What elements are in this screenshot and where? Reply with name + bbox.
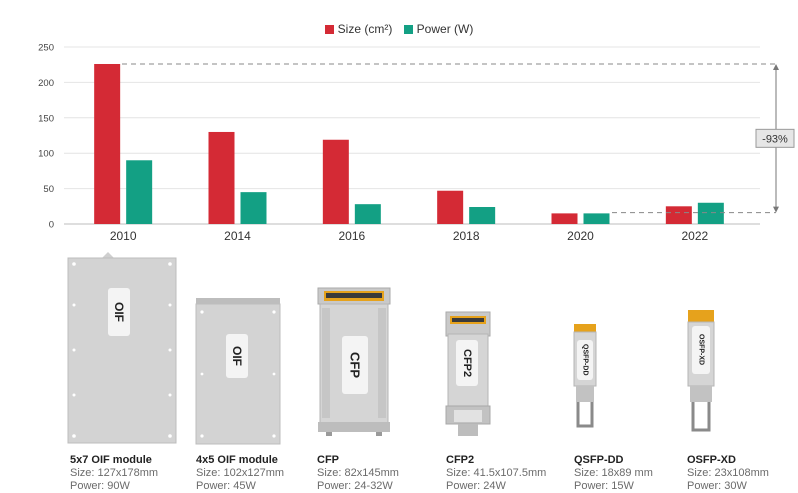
module-size: Size: 102x127mm <box>196 467 285 479</box>
module-name: OSFP-XD <box>687 454 736 466</box>
cfp-module-image <box>317 287 391 436</box>
module-size: Size: 82x145mm <box>317 467 399 479</box>
module-name: CFP2 <box>446 454 475 466</box>
legend-label-power: Power (W) <box>416 22 474 36</box>
module-size: Size: 127x178mm <box>70 467 159 479</box>
bar-power <box>469 207 496 224</box>
chart-legend: Size (cm²) Power (W) <box>0 22 798 37</box>
y-tick-label: 150 <box>38 113 54 124</box>
bar-power <box>697 202 724 224</box>
module-caption: OSFP-XD Size: 23x108mm Power: 30W <box>687 454 769 493</box>
bar-power <box>126 160 153 224</box>
module-tag: QSFP-DD <box>577 340 593 380</box>
bar-size <box>437 190 464 224</box>
module-name: CFP <box>317 454 339 466</box>
module-power: Power: 15W <box>574 480 634 492</box>
module-power: Power: 45W <box>196 480 256 492</box>
module-power: Power: 30W <box>687 480 747 492</box>
module-name: 4x5 OIF module <box>196 454 278 466</box>
module-caption: QSFP-DD Size: 18x89 mm Power: 15W <box>574 454 653 493</box>
module-power: Power: 24-32W <box>317 480 393 492</box>
bar-size <box>551 213 578 224</box>
x-tick-label: 2016 <box>338 229 365 243</box>
module-size: Size: 18x89 mm <box>574 467 653 479</box>
module-gallery: OIF OIF CFP CFP2 <box>0 248 798 492</box>
legend-label-size: Size (cm²) <box>337 22 393 36</box>
module-tag: OSFP-XD <box>692 326 710 374</box>
module-caption: 4x5 OIF module Size: 102x127mm Power: 45… <box>196 454 284 493</box>
module-size: Size: 41.5x107.5mm <box>446 467 547 479</box>
bar-size <box>94 63 121 224</box>
module-power: Power: 90W <box>70 480 130 492</box>
bar-power <box>583 213 610 224</box>
y-tick-label: 250 <box>38 43 54 54</box>
module-caption: 5x7 OIF module Size: 127x178mm Power: 90… <box>70 454 158 493</box>
reduction-arrow-head-top <box>773 63 779 70</box>
x-tick-label: 2020 <box>567 229 594 243</box>
module-size: Size: 23x108mm <box>687 467 769 479</box>
legend-swatch-size <box>324 24 334 34</box>
reduction-badge <box>755 128 795 148</box>
bar-chart: 0 50 100 150 200 250 2010 2014 2016 2018 2020 2022… <box>38 43 795 243</box>
bar-size <box>322 139 349 224</box>
y-tick-label: 100 <box>38 149 54 160</box>
bar-size <box>665 206 692 224</box>
x-tick-label: 2010 <box>110 229 137 243</box>
legend-item-power: Power (W) <box>403 22 474 36</box>
module-name: QSFP-DD <box>574 454 624 466</box>
bar-size <box>208 131 235 224</box>
module-tag: CFP2 <box>456 340 478 386</box>
y-tick-label: 200 <box>38 78 54 89</box>
x-tick-label: 2022 <box>681 229 708 243</box>
module-tag: OIF <box>108 288 130 336</box>
bar-power <box>240 192 267 224</box>
y-tick-label: 0 <box>49 220 54 231</box>
module-caption: CFP Size: 82x145mm Power: 24-32W <box>317 454 399 493</box>
x-tick-label: 2014 <box>224 229 251 243</box>
legend-swatch-power <box>403 24 413 34</box>
module-tag: CFP <box>342 336 368 394</box>
oif-5x7-module-image <box>67 252 177 444</box>
reduction-arrow-head-bottom <box>773 206 779 213</box>
module-name: 5x7 OIF module <box>70 454 152 466</box>
module-tag: OIF <box>226 334 248 378</box>
reduction-annotation: -93% <box>762 133 788 145</box>
y-tick-label: 50 <box>43 184 54 195</box>
legend-item-size: Size (cm²) <box>324 22 393 36</box>
module-caption: CFP2 Size: 41.5x107.5mm Power: 24W <box>446 454 546 493</box>
x-tick-label: 2018 <box>453 229 480 243</box>
module-power: Power: 24W <box>446 480 506 492</box>
bar-power <box>354 204 381 224</box>
